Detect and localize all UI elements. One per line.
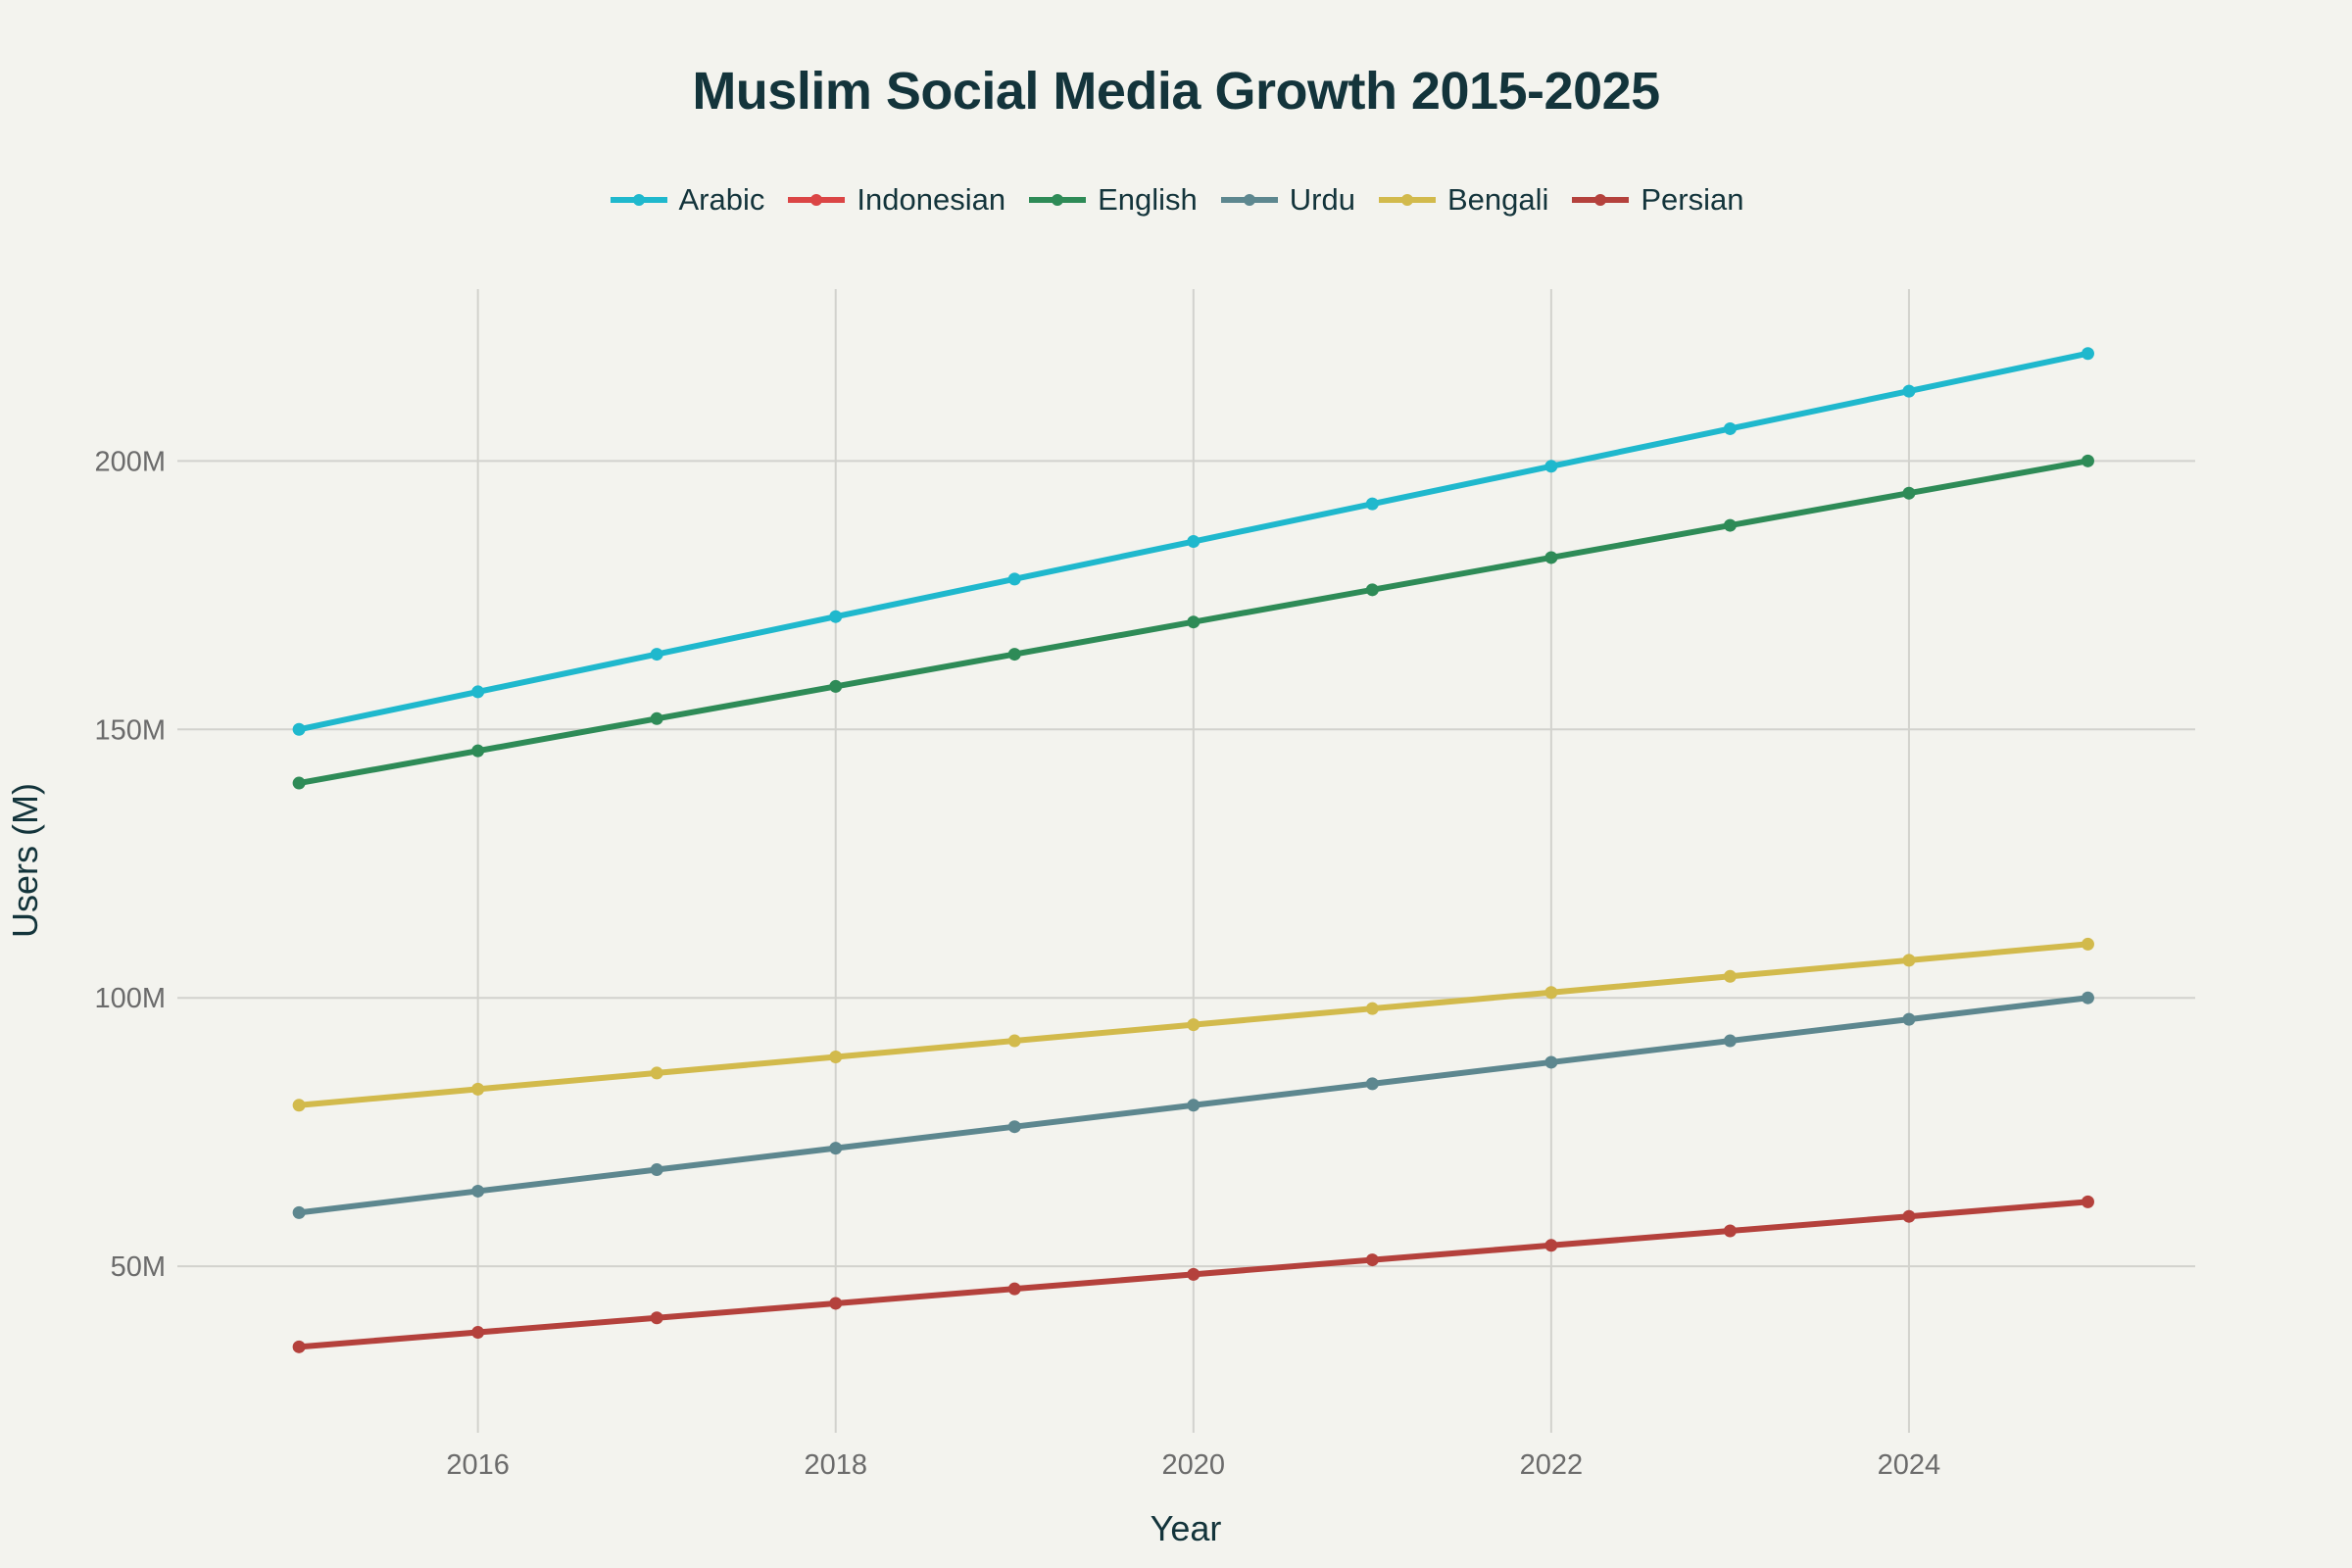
legend-label: Bengali — [1446, 182, 1549, 217]
data-point[interactable] — [2081, 991, 2094, 1004]
data-point[interactable] — [650, 1163, 663, 1177]
data-point[interactable] — [1187, 1018, 1200, 1032]
legend: Arabic Indonesian English Urdu Bengali Persia… — [0, 182, 2352, 218]
data-point[interactable] — [829, 679, 843, 693]
series-arabic — [292, 347, 2094, 736]
data-point[interactable] — [292, 1340, 306, 1353]
data-point[interactable] — [2081, 347, 2094, 361]
data-point[interactable] — [829, 1142, 843, 1155]
data-point[interactable] — [2081, 454, 2094, 467]
data-point[interactable] — [1723, 1034, 1737, 1048]
data-point[interactable] — [829, 1050, 843, 1063]
data-point[interactable] — [471, 744, 485, 758]
data-point[interactable] — [1902, 486, 1916, 500]
x-tick-label: 2024 — [1878, 1449, 1941, 1481]
legend-label: Indonesian — [857, 182, 1006, 217]
y-tick-label: 100M — [94, 983, 166, 1014]
legend-label: Persian — [1641, 182, 1744, 217]
data-point[interactable] — [1187, 1099, 1200, 1112]
legend-swatch-icon — [1029, 194, 1087, 206]
legend-item-urdu[interactable]: Urdu — [1219, 182, 1355, 218]
data-point[interactable] — [1007, 648, 1021, 662]
data-point[interactable] — [1723, 518, 1737, 532]
x-tick-label: 2022 — [1520, 1449, 1584, 1481]
legend-label: Urdu — [1289, 182, 1355, 217]
tick-labels: 2016 2018 2020 2022 2024 50M 100M 150M 200M — [94, 446, 1940, 1481]
series-urdu — [292, 991, 2094, 1219]
gridlines — [177, 289, 2195, 1433]
legend-label: English — [1098, 182, 1198, 217]
data-point[interactable] — [1007, 1120, 1021, 1134]
chart-title: Muslim Social Media Growth 2015-2025 — [692, 62, 1660, 121]
data-point[interactable] — [1902, 1209, 1916, 1223]
data-point[interactable] — [471, 1326, 485, 1340]
series-persian — [292, 1195, 2094, 1353]
data-point[interactable] — [1007, 1034, 1021, 1048]
data-point[interactable] — [1365, 1253, 1379, 1267]
data-point[interactable] — [1187, 615, 1200, 629]
x-tick-label: 2018 — [804, 1449, 867, 1481]
data-point[interactable] — [829, 1297, 843, 1310]
data-point[interactable] — [471, 685, 485, 699]
data-point[interactable] — [1007, 572, 1021, 586]
data-point[interactable] — [2081, 937, 2094, 951]
data-point[interactable] — [1544, 986, 1558, 1000]
data-point[interactable] — [1007, 1282, 1021, 1296]
data-point[interactable] — [1365, 583, 1379, 597]
data-point[interactable] — [650, 711, 663, 725]
x-axis-label: Year — [1151, 1508, 1222, 1548]
legend-swatch-icon — [1572, 194, 1630, 206]
legend-swatch-icon — [788, 194, 846, 206]
data-point[interactable] — [471, 1082, 485, 1096]
data-point[interactable] — [1902, 1012, 1916, 1026]
legend-swatch-icon — [1220, 194, 1278, 206]
data-point[interactable] — [2081, 1195, 2094, 1208]
y-tick-label: 50M — [111, 1251, 166, 1283]
y-tick-label: 150M — [94, 714, 166, 746]
legend-item-english[interactable]: English — [1027, 182, 1198, 218]
data-point[interactable] — [650, 1311, 663, 1325]
data-point[interactable] — [292, 776, 306, 790]
data-point[interactable] — [1365, 1002, 1379, 1015]
data-point[interactable] — [1365, 1077, 1379, 1091]
data-point[interactable] — [1723, 421, 1737, 435]
legend-item-indonesian[interactable]: Indonesian — [786, 182, 1005, 218]
data-point[interactable] — [1902, 384, 1916, 398]
data-point[interactable] — [1723, 1224, 1737, 1238]
legend-item-persian[interactable]: Persian — [1570, 182, 1743, 218]
y-tick-label: 200M — [94, 446, 166, 477]
data-point[interactable] — [292, 1205, 306, 1219]
legend-item-bengali[interactable]: Bengali — [1377, 182, 1548, 218]
data-point[interactable] — [1723, 969, 1737, 983]
data-point[interactable] — [650, 648, 663, 662]
legend-item-arabic[interactable]: Arabic — [609, 182, 765, 218]
data-point[interactable] — [1902, 954, 1916, 967]
series-english — [292, 454, 2094, 790]
data-point[interactable] — [1544, 1055, 1558, 1069]
x-tick-label: 2016 — [446, 1449, 510, 1481]
data-point[interactable] — [1187, 535, 1200, 549]
data-point[interactable] — [1187, 1267, 1200, 1281]
data-point[interactable] — [471, 1184, 485, 1198]
series-lines — [292, 347, 2094, 1353]
x-tick-label: 2020 — [1162, 1449, 1226, 1481]
data-point[interactable] — [1544, 551, 1558, 564]
series-bengali — [292, 937, 2094, 1112]
data-point[interactable] — [829, 610, 843, 623]
data-point[interactable] — [650, 1066, 663, 1080]
y-axis-label: Users (M) — [5, 783, 45, 938]
legend-swatch-icon — [1378, 194, 1436, 206]
data-point[interactable] — [292, 1099, 306, 1112]
data-point[interactable] — [1544, 460, 1558, 473]
legend-label: Arabic — [678, 182, 765, 217]
legend-swatch-icon — [610, 194, 667, 206]
data-point[interactable] — [1544, 1239, 1558, 1252]
data-point[interactable] — [1365, 497, 1379, 511]
data-point[interactable] — [292, 722, 306, 736]
